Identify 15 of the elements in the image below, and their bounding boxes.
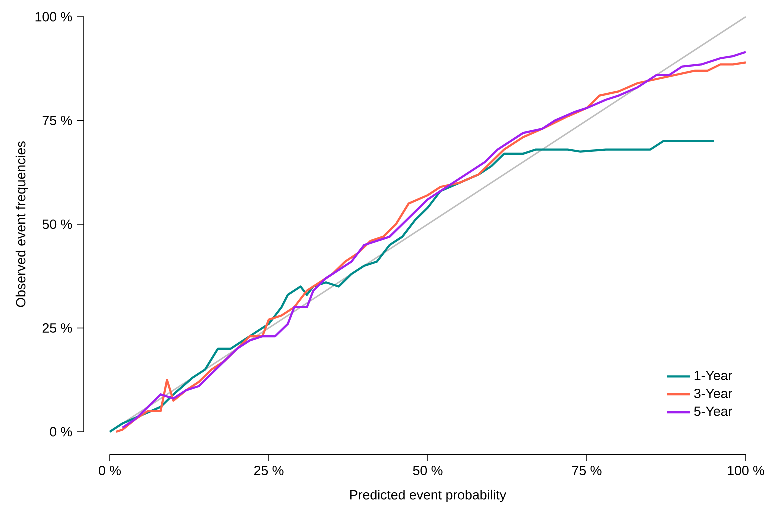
- y-tick-label: 100 %: [36, 12, 72, 22]
- y-tick-label: 25 %: [42, 324, 72, 333]
- legend-label: 5-Year: [694, 406, 732, 416]
- legend-label: 3-Year: [694, 388, 732, 398]
- y-tick-label: 0 %: [50, 427, 72, 437]
- x-tick-label: 75 %: [572, 466, 602, 476]
- x-tick-label: 50 %: [413, 466, 443, 476]
- y-tick-label: 75 %: [42, 116, 72, 126]
- x-tick-label: 25 %: [254, 466, 284, 476]
- x-axis-title: Predicted event probability: [350, 490, 507, 502]
- x-tick-label: 100 %: [728, 466, 764, 476]
- y-tick-label: 50 %: [42, 220, 72, 230]
- x-tick-label: 0 %: [99, 466, 122, 476]
- y-axis-title: Observed event frequencies: [16, 142, 28, 308]
- legend-label: 1-Year: [694, 371, 732, 380]
